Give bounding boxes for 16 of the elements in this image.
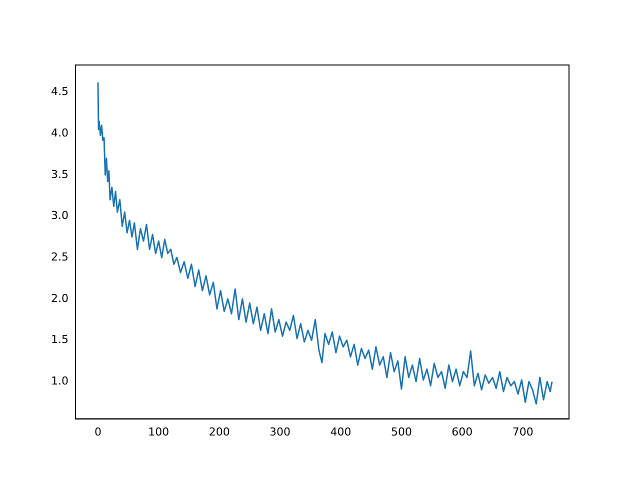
y-tick-label: 3.0: [50, 209, 68, 222]
x-tick-label: 600: [452, 425, 473, 438]
y-tick-label: 2.0: [50, 292, 68, 305]
x-tick-label: 400: [330, 425, 352, 438]
y-tick-label: 2.5: [50, 250, 68, 264]
y-tick-label: 4.0: [50, 126, 68, 140]
x-tick-label: 200: [208, 425, 230, 438]
y-tick-label: 1.5: [50, 333, 68, 346]
x-tick-label: 300: [270, 425, 291, 438]
y-tick-label: 3.5: [50, 168, 68, 181]
y-tick-label: 4.5: [50, 85, 68, 98]
x-tick-label: 500: [390, 425, 412, 438]
x-tick-label: 700: [512, 425, 534, 438]
y-tick-label: 1.0: [50, 374, 68, 388]
x-tick-label: 100: [148, 425, 170, 438]
x-tick-label: 0: [94, 425, 102, 438]
